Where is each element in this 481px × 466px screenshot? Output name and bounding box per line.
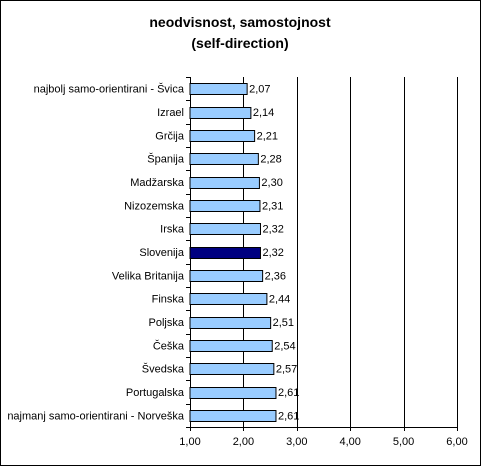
category-label: Nizozemska (124, 200, 185, 212)
bar (189, 247, 261, 259)
category-label: Madžarska (130, 177, 185, 189)
bar (189, 177, 260, 189)
bar (189, 293, 268, 305)
category-label: Finska (152, 294, 185, 306)
x-tick-label: 1,00 (179, 436, 200, 448)
category-label: Grčija (155, 130, 185, 142)
category-label: Španija (147, 153, 185, 166)
category-label: najbolj samo-orientirani - Švica (34, 83, 185, 96)
bar (189, 153, 259, 165)
bar (189, 340, 273, 352)
bar (189, 223, 261, 235)
bar (189, 270, 264, 282)
data-label: 2,61 (278, 410, 299, 422)
category-label: najmanj samo-orientirani - Norveška (7, 410, 185, 422)
data-label: 2,31 (262, 200, 283, 212)
chart-subtitle: (self-direction) (191, 35, 288, 51)
plot-area: 1,00 2,00 3,00 4,00 5,00 6,00 najbolj samo-ori… (7, 77, 468, 448)
category-label: Češka (153, 339, 185, 352)
bar (189, 107, 252, 119)
bar (189, 317, 272, 329)
data-label: 2,28 (260, 154, 281, 166)
data-label: 2,14 (253, 107, 274, 119)
data-label: 2,36 (265, 270, 286, 282)
category-label: Izrael (157, 107, 184, 119)
data-label: 2,61 (278, 387, 299, 399)
data-label: 2,21 (257, 130, 278, 142)
data-label: 2,57 (276, 364, 297, 376)
category-label: Irska (160, 224, 185, 236)
data-label: 2,54 (274, 340, 295, 352)
category-label: Švedska (142, 363, 185, 376)
data-label: 2,07 (249, 84, 270, 96)
x-tick-label: 4,00 (339, 436, 360, 448)
data-label: 2,44 (269, 294, 290, 306)
bar (189, 130, 256, 142)
category-label: Velika Britanija (112, 270, 185, 282)
bar (189, 363, 275, 375)
bar (189, 410, 277, 422)
x-tick-label: 5,00 (393, 436, 414, 448)
data-label: 2,32 (262, 247, 283, 259)
category-label: Portugalska (126, 387, 185, 399)
category-label: Slovenija (139, 247, 185, 259)
x-tick-label: 3,00 (286, 436, 307, 448)
chart-title: neodvisnost, samostojnost (149, 14, 331, 30)
bar (189, 387, 277, 399)
data-label: 2,32 (262, 224, 283, 236)
x-tick-label: 6,00 (446, 436, 467, 448)
data-label: 2,51 (273, 317, 294, 329)
data-label: 2,30 (261, 177, 282, 189)
bar (189, 83, 248, 95)
bar (189, 200, 261, 212)
x-tick-label: 2,00 (233, 436, 254, 448)
category-label: Poljska (149, 317, 185, 329)
